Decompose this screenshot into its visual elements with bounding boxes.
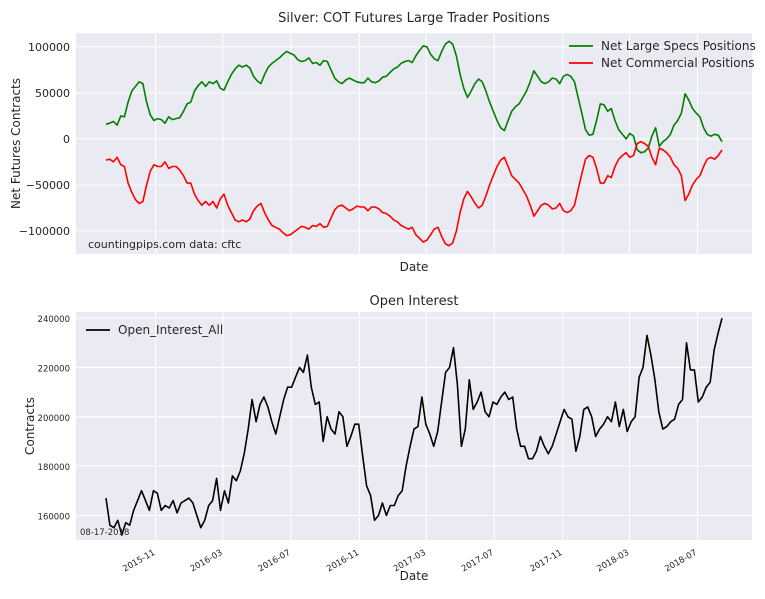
plot-area	[76, 312, 752, 540]
source-annotation: 08-17-2018	[80, 528, 129, 538]
y-tick-label: 50000	[35, 87, 70, 100]
x-axis-label: Date	[400, 260, 429, 274]
x-tick-label: 2016-11	[325, 548, 361, 574]
series-line-1	[105, 317, 723, 536]
chart-title: Silver: COT Futures Large Trader Positio…	[278, 11, 550, 26]
legend-label-1: Open_Interest_All	[118, 323, 223, 337]
x-tick-label: 2015-11	[121, 548, 157, 574]
y-tick-label: 100000	[28, 41, 70, 54]
legend-label-2: Net Commercial Positions	[601, 56, 754, 70]
chart-panel-2: 160000 180000 200000 220000 240000 2015-11 201…	[23, 294, 752, 583]
y-tick-label: 200000	[38, 414, 70, 424]
x-tick-label: 2016-03	[189, 548, 225, 574]
x-tick-label: 2018-03	[595, 548, 631, 574]
y-tick-label: 220000	[38, 364, 70, 374]
source-annotation: countingpips.com data: cftc	[88, 238, 241, 251]
y-axis-label: Net Futures Contracts	[9, 78, 23, 209]
x-tick-label: 2016-07	[257, 548, 293, 574]
legend: Net Large Specs Positions Net Commercial …	[569, 39, 756, 70]
x-tick-label: 2018-07	[663, 548, 699, 574]
legend: Open_Interest_All	[86, 323, 223, 337]
y-tick-label: 180000	[38, 463, 70, 473]
y-axis-label: Contracts	[23, 397, 37, 455]
series-line-2	[105, 140, 723, 247]
series-line-1	[105, 40, 723, 154]
y-tick-label: −100000	[19, 225, 70, 238]
legend-label-1: Net Large Specs Positions	[601, 39, 756, 53]
x-tick-label: 2017-07	[460, 548, 496, 574]
plot-area	[76, 33, 752, 254]
y-tick-label: 240000	[38, 315, 70, 325]
y-tick-label: 0	[63, 133, 70, 146]
chart-panel-1: −100000 −50000 0 50000 100000 Silver: COT Fut…	[9, 11, 756, 274]
x-axis-label: Date	[400, 569, 429, 583]
x-tick-label: 2017-11	[528, 548, 564, 574]
y-tick-label: 160000	[38, 512, 70, 522]
y-tick-label: −50000	[26, 179, 70, 192]
chart-title: Open Interest	[370, 294, 459, 309]
